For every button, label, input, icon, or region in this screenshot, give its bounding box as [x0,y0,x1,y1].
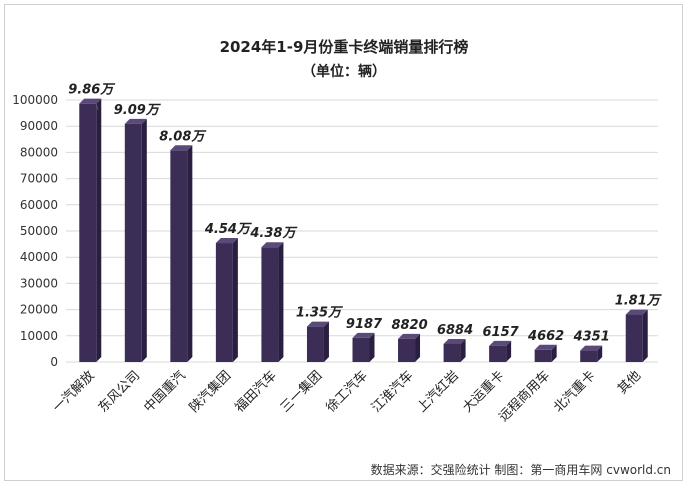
y-tick-label: 20000 [20,303,58,317]
bar [124,118,147,362]
bar-top [443,338,466,344]
bar-side [506,340,512,362]
x-tick-label: 中国重汽 [141,368,189,416]
bar [170,145,193,362]
bar [489,340,512,362]
bar-side [460,338,466,362]
chart-subtitle: （单位：辆） [302,63,386,80]
y-tick-label: 0 [50,355,58,369]
x-tick-label: 东风公司 [96,368,143,415]
y-tick-label: 50000 [20,224,58,238]
bar-top [215,238,238,244]
bar-top [534,344,557,350]
bar [443,338,466,362]
data-label: 8.08万 [159,129,207,144]
y-tick-label: 30000 [20,276,58,290]
x-axis: 一汽解放东风公司中国重汽陕汽集团福田汽车三一集团徐工汽车江淮汽车上汽红岩大运重卡… [50,368,644,425]
bar-side [323,321,329,362]
bar-side [96,98,102,362]
bar-side [597,345,603,362]
y-tick-label: 10000 [20,329,58,343]
data-label: 4.38万 [249,226,298,241]
data-label: 1.81万 [615,294,663,309]
bar-front [306,326,324,362]
bar-front [352,337,370,362]
bar [79,98,102,362]
bar [215,238,238,362]
bar-side [551,344,557,362]
bar-side [415,333,421,362]
bar-side [141,118,147,362]
bar-side [642,309,648,362]
bar-top [79,98,102,104]
bar-front [580,350,598,362]
bar [352,332,375,362]
y-tick-label: 80000 [20,145,58,159]
bar-front [170,150,188,362]
source-note: 数据来源：交强险统计 制图：第一商用车网 cvworld.cn [371,462,671,477]
bar-top [625,309,648,315]
data-label: 4662 [527,329,564,344]
x-tick-label: 陕汽集团 [186,368,234,416]
bar-side [369,332,375,362]
bar-front [215,243,233,362]
bar-side [232,238,238,362]
bar-top [489,340,512,346]
y-tick-label: 40000 [20,250,58,264]
bar-front [79,103,97,362]
data-label: 9.09万 [114,103,162,118]
data-label: 9.86万 [68,83,116,98]
x-tick-label: 江淮汽车 [368,368,416,416]
bar-front [124,123,142,362]
bar-top [580,345,603,351]
chart-title: 2024年1-9月份重卡终端销量排行榜 [220,38,469,56]
bar-top [398,333,421,339]
x-tick-label: 三一集团 [277,368,325,416]
label-leader-line [95,102,99,111]
data-label: 1.35万 [296,306,344,321]
y-tick-label: 70000 [20,172,58,186]
bar [534,344,557,362]
bar-top [352,332,375,338]
y-axis: 0 10000 20000 30000 40000 50000 60000 70000 8000… [12,93,58,369]
data-label: 4.54万 [204,222,253,237]
bar-front [489,345,507,362]
x-tick-label: 徐工汽车 [323,368,371,416]
x-tick-label: 上汽红岩 [414,368,462,416]
y-tick-label: 90000 [20,119,58,133]
x-tick-label: 大运重卡 [459,368,507,416]
gridlines [66,99,658,363]
bar [580,345,603,362]
bar-top [170,145,193,151]
data-label: 8820 [391,318,427,333]
bar-front [443,343,461,362]
bar-side [187,145,193,362]
bar [398,333,421,362]
x-tick-label: 福田汽车 [232,368,280,416]
bar-front [398,338,416,362]
x-tick-label: 其他 [615,368,644,397]
bar [261,242,284,362]
chart-frame [4,4,683,481]
x-tick-label: 一汽解放 [50,368,97,415]
bar-top [124,118,147,124]
y-tick-label: 100000 [12,93,58,107]
bar-front [625,314,643,362]
bar-side [278,242,284,362]
bar [625,309,648,362]
data-label: 4351 [573,330,610,345]
bar-top [306,321,329,327]
bar-top [261,242,284,248]
data-label: 6157 [483,325,520,340]
bar [306,321,329,362]
data-label: 9187 [346,317,383,332]
bar-front [534,349,552,362]
bar-front [261,247,279,362]
y-tick-label: 60000 [20,198,58,212]
data-label: 6884 [437,323,473,338]
x-tick-label: 北汽重卡 [550,368,598,416]
